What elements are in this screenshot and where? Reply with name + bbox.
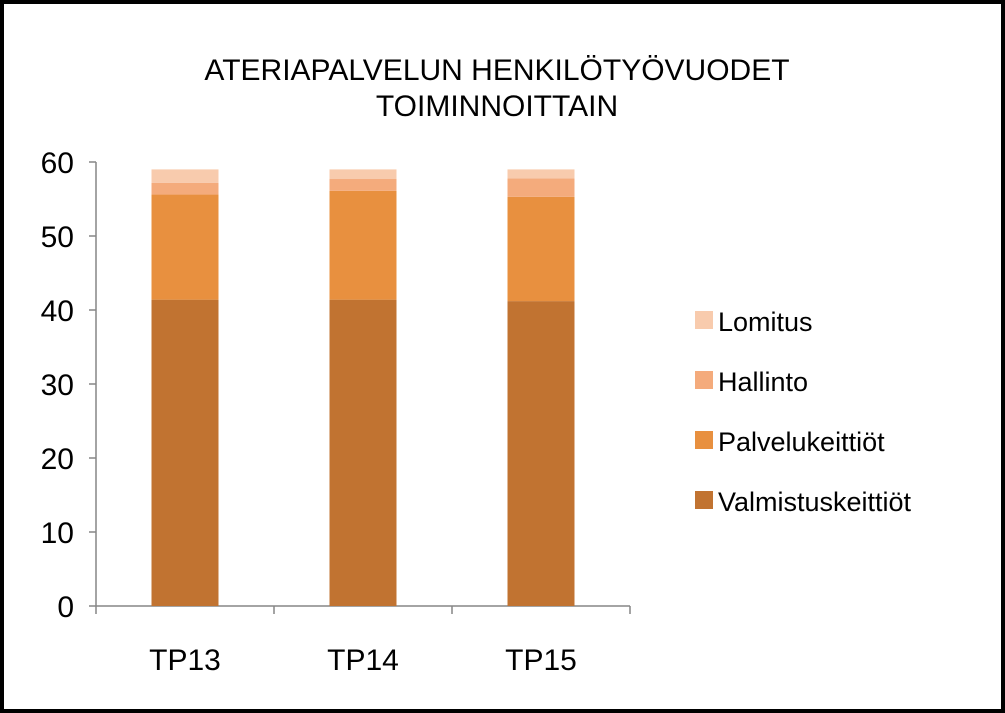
legend-item: Hallinto [695,367,808,397]
bar-segment-lomitus [329,169,397,180]
legend-item: Valmistuskeittiöt [695,487,912,517]
bar-segment-valmistuskeittiöt [329,299,397,606]
x-category-label: TP15 [505,644,577,677]
chart-title: ATERIAPALVELUN HENKILÖTYÖVUODET TOIMINNO… [204,54,789,123]
legend-item: Lomitus [695,307,813,337]
bar-segment-valmistuskeittiöt [507,301,575,606]
legend-label: Lomitus [718,307,813,337]
y-tick-label: 60 [41,147,74,180]
legend-label: Palvelukeittiöt [718,427,885,457]
y-tick-label: 30 [41,369,74,402]
bar-segment-valmistuskeittiöt [151,299,219,606]
bars [151,169,575,606]
bar-segment-palvelukeittiöt [507,196,575,302]
chart-title-line-2: TOIMINNOITTAIN [376,90,618,123]
legend-swatch [695,491,713,509]
legend-swatch [695,311,713,329]
chart-title-line-1: ATERIAPALVELUN HENKILÖTYÖVUODET [204,54,789,87]
y-tick-label: 10 [41,517,74,550]
bar-segment-hallinto [329,179,397,191]
x-category-label: TP14 [327,644,399,677]
x-axis: TP13 TP14 TP15 [95,605,631,677]
legend-swatch [695,371,713,389]
legend: Lomitus Hallinto Palvelukeittiöt Valmistusk… [695,307,912,517]
y-tick-label: 0 [57,591,74,624]
bar-segment-palvelukeittiöt [151,194,219,300]
legend-item: Palvelukeittiöt [695,427,885,457]
y-tick-label: 20 [41,443,74,476]
bar-segment-hallinto [507,178,575,197]
bar-segment-palvelukeittiöt [329,190,397,300]
bar-segment-hallinto [151,182,219,195]
y-tick-label: 40 [41,295,74,328]
legend-label: Hallinto [718,367,808,397]
legend-swatch [695,431,713,449]
y-tick-label: 50 [41,221,74,254]
legend-label: Valmistuskeittiöt [718,487,912,517]
x-category-label: TP13 [149,644,221,677]
bar-segment-lomitus [151,169,219,183]
bar-segment-lomitus [507,169,575,179]
y-axis: 0 10 20 30 40 50 60 [41,147,97,624]
